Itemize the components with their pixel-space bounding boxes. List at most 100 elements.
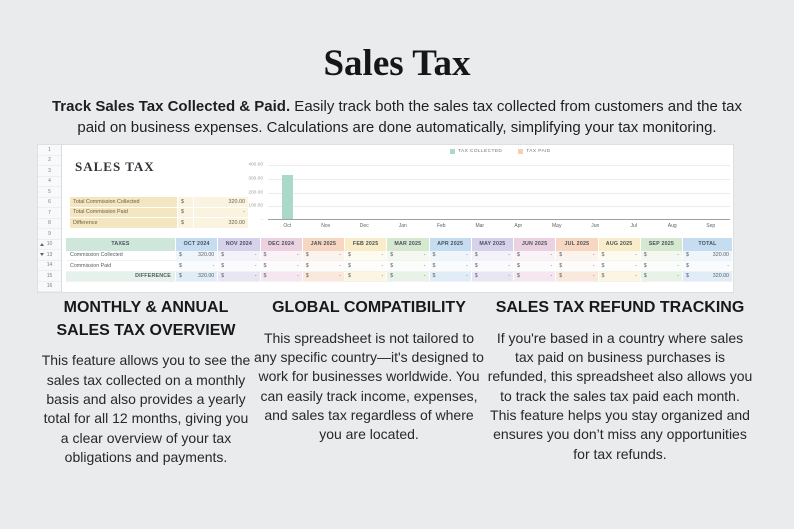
- column-header: TAXES: [66, 238, 176, 251]
- cell-currency: $: [517, 252, 520, 259]
- summary-row: Total Commission Paid $ -: [70, 207, 248, 218]
- y-tick-label: -: [261, 217, 263, 223]
- cell-value: -: [508, 273, 510, 280]
- table-cell: $ -: [260, 250, 303, 260]
- column-header: FEB 2025: [345, 238, 388, 251]
- table-cell: $ -: [556, 261, 599, 271]
- table-cell: $ -: [683, 261, 733, 271]
- cell-currency: $: [601, 262, 605, 269]
- tax-table-body: Commission Collected $320.00 $ - $ - $ - $ - $ - $ - $…: [66, 250, 733, 282]
- page-title: Sales Tax: [323, 43, 471, 84]
- row-label: Commission Paid: [66, 261, 176, 271]
- cell-value: 320.00: [712, 273, 729, 280]
- cell-currency: $: [643, 273, 647, 280]
- table-cell: $ -: [345, 271, 388, 281]
- x-tick-label: May: [552, 223, 562, 229]
- cell-currency: $: [643, 252, 647, 259]
- row-number: 14: [38, 261, 61, 271]
- row-number: 4: [38, 177, 61, 187]
- column-header: AUG 2025: [598, 238, 641, 251]
- feature-columns: MONTHLY & ANNUAL SALES TAX OVERVIEW This …: [40, 297, 754, 467]
- cell-value: -: [677, 273, 679, 280]
- table-cell: $ -: [387, 250, 430, 260]
- cell-currency: $: [601, 252, 605, 259]
- table-cell: $ -: [429, 271, 472, 281]
- table-cell: $ -: [387, 271, 430, 281]
- cell-value: -: [634, 262, 637, 269]
- chart-bar: [281, 175, 293, 219]
- gridline: [268, 165, 730, 166]
- gridline: [268, 192, 730, 194]
- summary-value: 320.00: [194, 197, 248, 207]
- cell-value: -: [381, 262, 384, 269]
- intro-lead: Track Sales Tax Collected & Paid.: [51, 98, 291, 115]
- row-number-label: 2: [48, 157, 51, 164]
- cell-value: -: [465, 273, 468, 280]
- table-cell: $ -: [260, 261, 303, 271]
- row-label: DIFFERENCE: [66, 271, 176, 281]
- summary-currency: $: [178, 197, 194, 207]
- table-cell: $ -: [302, 250, 345, 260]
- cell-value: -: [212, 262, 215, 269]
- cell-currency: $: [179, 262, 182, 269]
- column-header: TOTAL: [683, 238, 733, 251]
- row-number-label: 10: [46, 241, 53, 248]
- row-number-label: 13: [46, 251, 53, 258]
- cell-value: -: [634, 252, 637, 259]
- cell-value: 320.00: [198, 273, 215, 280]
- row-number-label: 16: [46, 283, 53, 290]
- cell-currency: $: [517, 273, 520, 280]
- cell-value: -: [550, 262, 553, 269]
- monthly-tax-table: TAXES OCT 2024 NOV 2024 DEC 2024 JAN 2025 FEB…: [66, 238, 733, 282]
- row-number: 3: [38, 166, 61, 177]
- row-number-label: 6: [48, 199, 51, 206]
- cell-value: -: [254, 262, 257, 269]
- cell-value: -: [592, 252, 595, 259]
- sheet-title: SALES TAX: [75, 159, 155, 174]
- row-number-label: 4: [48, 178, 51, 185]
- cell-value: -: [339, 252, 341, 259]
- cell-value: -: [423, 252, 426, 259]
- cell-currency: $: [390, 273, 394, 280]
- cell-currency: $: [348, 273, 351, 280]
- feature-body: This spreadsheet is not tailored to any …: [254, 329, 484, 443]
- legend-swatch-icon: [450, 149, 455, 154]
- cell-value: -: [381, 273, 384, 280]
- cell-currency: $: [686, 252, 689, 259]
- table-cell: $ -: [471, 271, 514, 281]
- cell-value: -: [465, 262, 468, 269]
- table-cell: $320.00: [176, 271, 219, 281]
- cell-value: -: [727, 262, 729, 269]
- row-number: 1: [38, 145, 61, 156]
- row-number-label: 9: [48, 230, 51, 237]
- table-row: Commission Paid $ - $ - $ - $ - $ - $ - $ - $ - $ - $ - $ - $ - $…: [66, 261, 733, 272]
- cell-value: -: [296, 273, 299, 280]
- x-tick-label: Apr: [514, 223, 523, 229]
- row-number-label: 15: [46, 272, 53, 279]
- feature-title: MONTHLY & ANNUAL SALES TAX OVERVIEW: [56, 299, 236, 339]
- cell-currency: $: [263, 262, 267, 269]
- feature-column: SALES TAX REFUND TRACKING If you're based…: [486, 297, 754, 467]
- x-tick-label: Nov: [321, 223, 331, 229]
- spreadsheet-screenshot: 1 2 3 4 5 6 7 8 9 10 13 14 15 16 SALES TAX Total Comm…: [38, 145, 733, 292]
- cell-value: -: [550, 273, 553, 280]
- feature-title: GLOBAL COMPATIBILITY: [272, 299, 466, 316]
- x-tick-label: Jan: [398, 223, 407, 229]
- cell-value: -: [296, 252, 299, 259]
- table-cell: $ -: [556, 271, 599, 281]
- cell-currency: $: [263, 252, 267, 259]
- table-cell: $ -: [345, 250, 388, 260]
- cell-value: -: [677, 252, 679, 259]
- cell-currency: $: [474, 273, 478, 280]
- column-header: MAR 2025: [387, 238, 430, 251]
- cell-value: -: [677, 262, 679, 269]
- row-number: 7: [38, 208, 61, 219]
- x-tick-label: Sep: [706, 223, 716, 229]
- cell-value: -: [550, 252, 553, 259]
- summary-table: Total Commission Collected $320.00 Total C…: [70, 197, 248, 229]
- feature-title: SALES TAX REFUND TRACKING: [495, 299, 745, 316]
- column-header: NOV 2024: [218, 238, 261, 251]
- intro-text: Track Sales Tax Collected & Paid. Easily…: [47, 96, 747, 139]
- row-number: 13: [38, 250, 61, 261]
- legend-item: TAX PAID: [518, 149, 550, 154]
